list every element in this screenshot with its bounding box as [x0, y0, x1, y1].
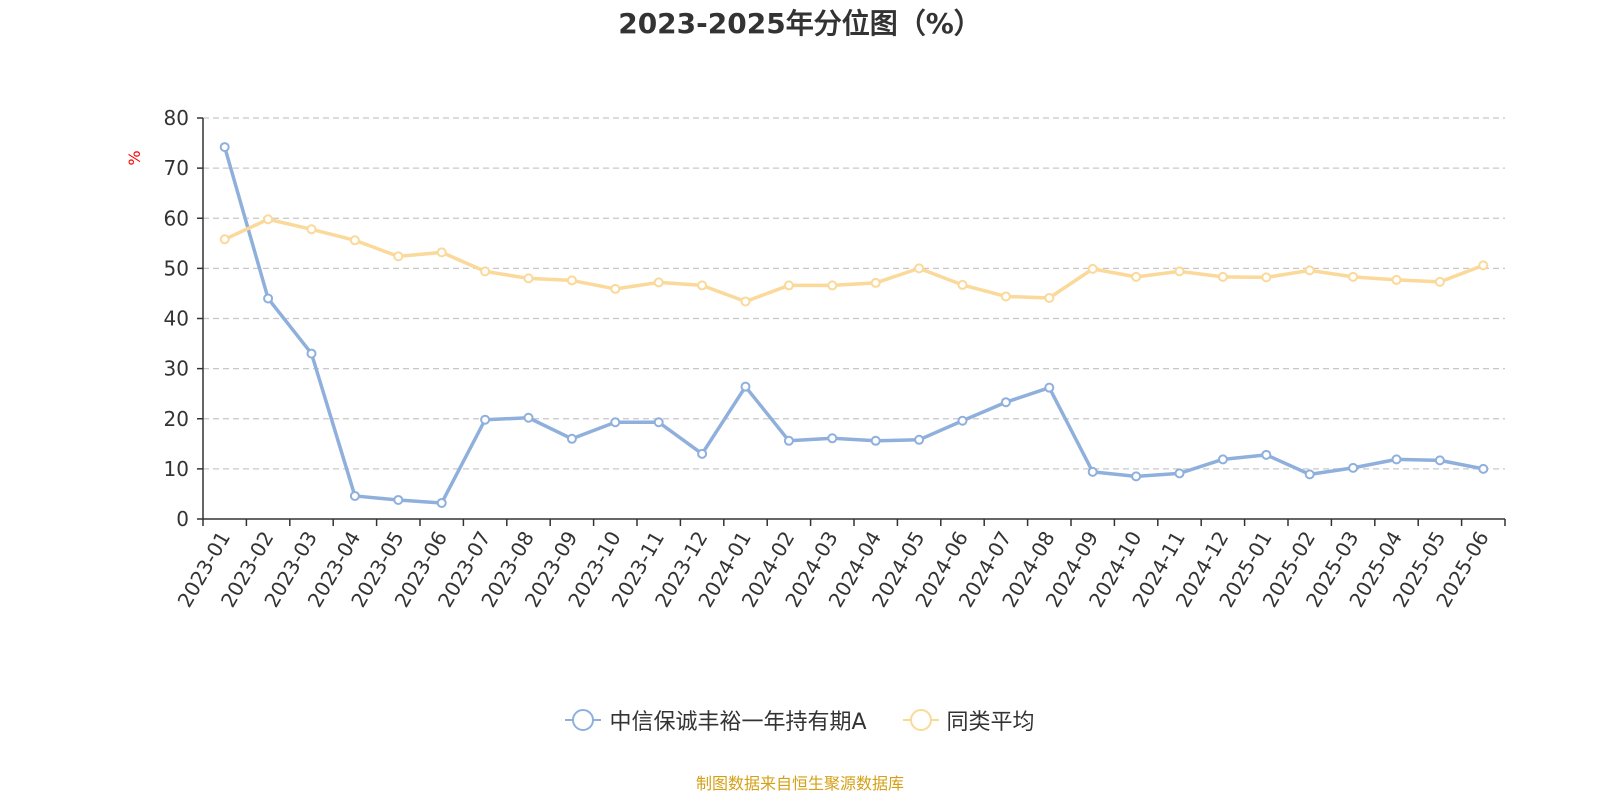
- series-2: [219, 214, 1489, 307]
- data-point: [957, 415, 968, 426]
- data-point: [957, 279, 968, 290]
- series-1: [219, 142, 1489, 508]
- data-point: [1304, 265, 1315, 276]
- legend-marker-series1: [565, 709, 602, 731]
- data-point: [480, 266, 491, 277]
- data-point: [263, 214, 274, 225]
- data-point: [1348, 462, 1359, 473]
- series-line: [223, 217, 1484, 304]
- data-point: [1304, 469, 1315, 480]
- y-tick-label: 80: [164, 106, 189, 130]
- data-point: [349, 235, 360, 246]
- legend-marker-series2: [902, 709, 939, 731]
- data-point: [393, 251, 404, 262]
- data-point: [393, 494, 404, 505]
- y-tick-label: 60: [164, 206, 189, 230]
- y-axis-label: %: [125, 150, 144, 165]
- grid-lines: [203, 117, 1505, 470]
- data-point: [610, 417, 621, 428]
- data-point: [523, 273, 534, 284]
- data-point: [306, 224, 317, 235]
- data-point: [1391, 274, 1402, 285]
- data-point: [1261, 449, 1272, 460]
- legend: 中信保诚丰裕一年持有期A 同类平均: [0, 704, 1600, 736]
- data-point: [827, 433, 838, 444]
- data-point: [870, 277, 881, 288]
- data-point: [783, 280, 794, 291]
- data-point: [306, 348, 317, 359]
- data-point: [480, 414, 491, 425]
- y-tick-label: 40: [164, 307, 189, 331]
- chart-title: 2023-2025年分位图（%）: [618, 7, 982, 40]
- y-tick-label: 70: [164, 156, 189, 180]
- y-tick-label: 0: [176, 507, 189, 531]
- data-point: [1217, 271, 1228, 282]
- data-point: [523, 412, 534, 423]
- data-point: [1348, 271, 1359, 282]
- data-point: [436, 497, 447, 508]
- data-point: [1131, 271, 1142, 282]
- series-line: [223, 146, 1484, 505]
- data-point: [610, 283, 621, 294]
- legend-item-series1[interactable]: 中信保诚丰裕一年持有期A: [565, 704, 867, 736]
- data-point: [1478, 260, 1489, 271]
- legend-label-series1: 中信保诚丰裕一年持有期A: [609, 710, 867, 735]
- data-point: [870, 435, 881, 446]
- legend-item-series2[interactable]: 同类平均: [902, 704, 1035, 736]
- data-point: [566, 433, 577, 444]
- data-point: [436, 247, 447, 258]
- series-lines: [219, 142, 1489, 508]
- data-point: [697, 448, 708, 459]
- data-point: [740, 296, 751, 307]
- data-point: [653, 277, 664, 288]
- data-point: [1000, 397, 1011, 408]
- data-point: [1044, 292, 1055, 303]
- data-point: [1131, 471, 1142, 482]
- data-point: [1217, 454, 1228, 465]
- data-point: [1261, 272, 1272, 283]
- data-point: [263, 293, 274, 304]
- data-source-note: 制图数据来自恒生聚源数据库: [695, 774, 904, 793]
- data-point: [1174, 468, 1185, 479]
- data-point: [1434, 276, 1445, 287]
- y-tick-label: 30: [164, 357, 189, 381]
- data-point: [914, 263, 925, 274]
- data-point: [219, 142, 230, 153]
- data-point: [1087, 466, 1098, 477]
- data-point: [783, 435, 794, 446]
- data-point: [566, 275, 577, 286]
- data-point: [1434, 455, 1445, 466]
- data-point: [653, 417, 664, 428]
- legend-label-series2: 同类平均: [946, 710, 1035, 735]
- data-point: [219, 234, 230, 245]
- y-tick-label: 10: [164, 457, 189, 481]
- data-point: [1478, 463, 1489, 474]
- data-point: [914, 434, 925, 445]
- data-point: [1087, 263, 1098, 274]
- data-point: [1000, 291, 1011, 302]
- data-point: [740, 381, 751, 392]
- y-tick-label: 20: [164, 407, 189, 431]
- data-point: [1174, 266, 1185, 277]
- y-tick-label: 50: [164, 256, 189, 280]
- data-point: [697, 280, 708, 291]
- data-point: [827, 280, 838, 291]
- data-point: [1391, 454, 1402, 465]
- data-point: [349, 490, 360, 501]
- data-point: [1044, 382, 1055, 393]
- axes: 010203040506070802023-012023-022023-0320…: [164, 106, 1506, 611]
